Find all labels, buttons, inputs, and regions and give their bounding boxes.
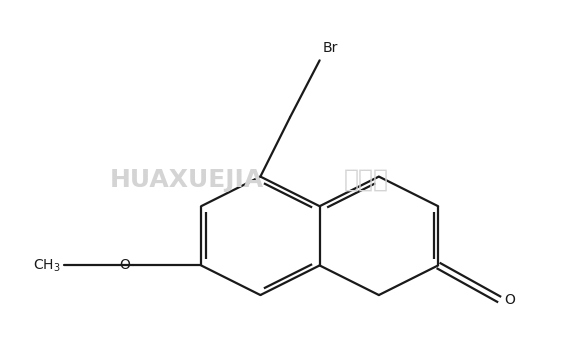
Text: O: O (119, 258, 130, 273)
Text: HUAXUEJIA: HUAXUEJIA (110, 168, 264, 192)
Text: Br: Br (323, 41, 338, 55)
Text: CH$_3$: CH$_3$ (33, 257, 60, 274)
Text: 化学加: 化学加 (343, 168, 388, 192)
Text: O: O (504, 293, 514, 307)
